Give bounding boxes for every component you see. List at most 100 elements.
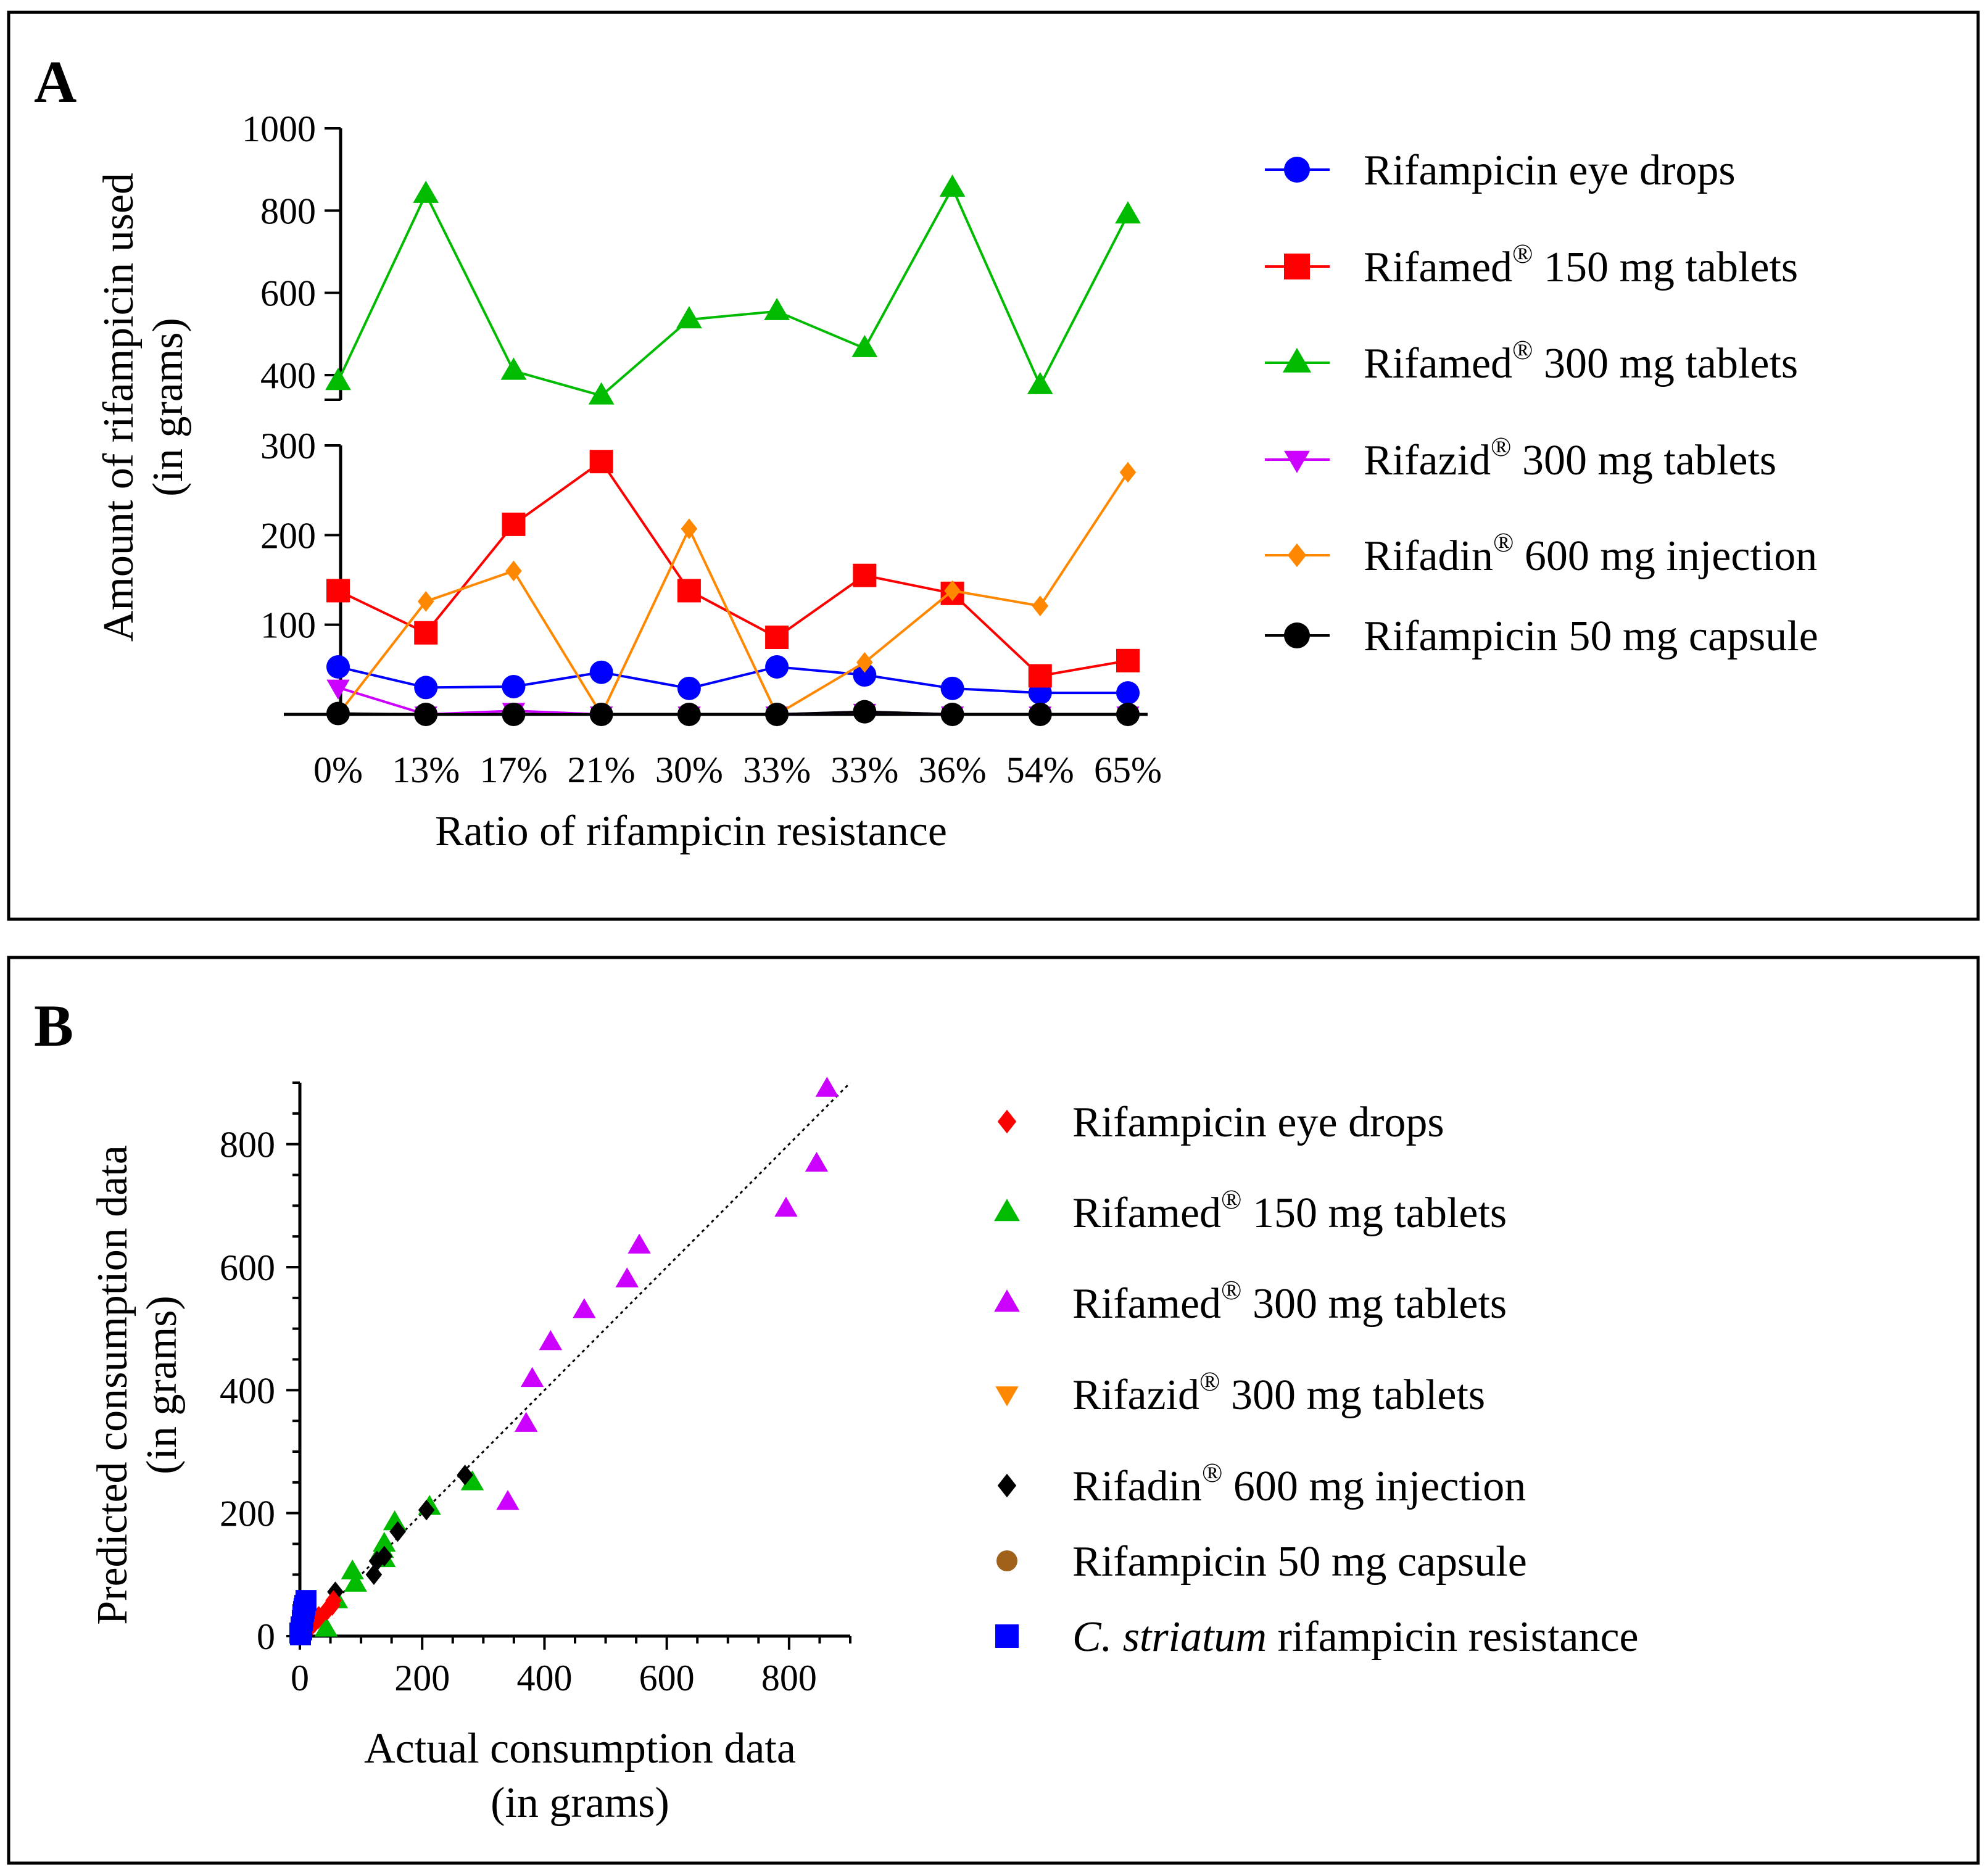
series-line — [338, 460, 1129, 677]
scatter-point — [515, 1412, 538, 1432]
x-tick-label: 800 — [761, 1658, 817, 1698]
data-point — [589, 703, 613, 726]
legend-marker — [1284, 254, 1310, 279]
x-tick-label: 200 — [394, 1658, 450, 1698]
scatter-point — [805, 1152, 829, 1172]
legend-item: Rifampicin 50 mg capsule — [1265, 613, 1818, 660]
data-point — [676, 306, 702, 329]
y-tick-label: 300 — [260, 426, 316, 466]
legend-marker — [1284, 157, 1310, 183]
legend-label: Rifazid® 300 mg tablets — [1072, 1367, 1485, 1419]
y-tick-label: 100 — [260, 605, 316, 646]
data-point — [413, 180, 439, 203]
x-tick-label: 30% — [655, 750, 723, 790]
data-point — [853, 700, 877, 724]
legend-label-suffix: 300 mg tablets — [1241, 1280, 1507, 1328]
data-point — [1032, 595, 1049, 616]
panel-b-letter: B — [34, 993, 73, 1059]
panel-b-y-ticks: 0 200 400 600 800 — [220, 1081, 300, 1657]
legend-item: Rifamed® 150 mg tablets — [994, 1185, 1507, 1237]
data-point — [677, 579, 701, 603]
panel-a-x-ticks: 0% 13% 17% 21% 30% 33% 33% 36% 54% 65% — [313, 750, 1162, 790]
legend-label: C. striatum rifampicin resistance — [1072, 1613, 1639, 1661]
data-point — [1116, 648, 1140, 672]
data-point — [1116, 703, 1140, 726]
legend-item: Rifamed® 300 mg tablets — [994, 1275, 1507, 1328]
scatter-point — [539, 1330, 563, 1350]
registered-mark: ® — [1512, 239, 1533, 269]
legend-label: Rifamed® 300 mg tablets — [1072, 1275, 1507, 1328]
y-tick-label: 600 — [220, 1247, 275, 1288]
legend-label-name: Rifampicin eye drops — [1072, 1099, 1444, 1146]
panel-a-y-ticks: 100 200 300 400 600 800 1000 — [242, 109, 341, 646]
legend-item: Rifadin® 600 mg injection — [997, 1458, 1526, 1510]
legend-marker — [1284, 450, 1310, 473]
registered-mark: ® — [1512, 335, 1533, 365]
data-point — [1116, 681, 1140, 705]
legend-label-italic: C. striatum — [1072, 1613, 1267, 1661]
panel-b-y-title-line2: (in grams) — [138, 1296, 186, 1474]
series-line — [338, 665, 1128, 695]
series-2 — [325, 174, 1141, 405]
legend-label: Rifampicin eye drops — [1364, 147, 1736, 194]
series-0 — [326, 655, 1140, 705]
scatter-point — [520, 1367, 544, 1387]
legend-marker — [1284, 622, 1310, 648]
registered-mark: ® — [1202, 1458, 1222, 1488]
scatter-point — [341, 1559, 364, 1580]
data-point — [1027, 371, 1053, 394]
legend-marker — [1282, 347, 1312, 373]
data-point — [326, 679, 350, 700]
series-4 — [329, 461, 1137, 725]
scatter-series-6 — [289, 1590, 317, 1646]
panel-a-y-title-line2: (in grams) — [144, 318, 192, 497]
legend-label-suffix: 600 mg injection — [1222, 1463, 1526, 1510]
data-point — [326, 655, 350, 679]
series-line — [337, 471, 1129, 717]
registered-mark: ® — [1199, 1367, 1220, 1397]
series-line — [337, 185, 1129, 397]
legend-marker — [997, 1109, 1017, 1134]
data-point — [414, 676, 438, 700]
data-point — [1119, 461, 1137, 483]
y-tick-label: 400 — [220, 1370, 275, 1411]
data-point — [588, 382, 615, 405]
x-tick-label: 600 — [639, 1658, 695, 1698]
x-tick-label: 13% — [392, 750, 460, 790]
data-point — [940, 676, 964, 700]
legend-label-suffix: 300 mg tablets — [1220, 1371, 1485, 1419]
data-point — [765, 703, 789, 726]
panel-a-x-title: Ratio of rifampicin resistance — [435, 808, 947, 855]
y-tick-label: 800 — [220, 1125, 275, 1165]
data-point — [765, 655, 789, 679]
data-point — [764, 297, 790, 320]
x-tick-label: 400 — [516, 1658, 572, 1698]
panel-b-x-ticks: 0 200 400 600 800 — [291, 1636, 851, 1698]
data-point — [939, 174, 966, 197]
legend-item: Rifampicin 50 mg capsule — [996, 1538, 1527, 1586]
scatter-point — [376, 1545, 393, 1567]
legend-item: Rifazid® 300 mg tablets — [995, 1367, 1485, 1419]
legend-label-name: Rifampicin 50 mg capsule — [1364, 613, 1818, 660]
data-point — [853, 663, 877, 687]
data-point — [326, 701, 350, 726]
legend-label-suffix: 600 mg injection — [1514, 532, 1817, 580]
legend-label: Rifampicin 50 mg capsule — [1072, 1538, 1527, 1586]
y-tick-label: 200 — [220, 1494, 275, 1534]
legend-label-suffix: 300 mg tablets — [1533, 340, 1798, 387]
y-tick-label: 1000 — [242, 109, 316, 149]
scatter-point — [314, 1616, 338, 1637]
data-point — [502, 512, 526, 536]
scatter-point — [325, 1590, 342, 1611]
scatter-point — [293, 1598, 315, 1619]
panel-a-frame — [7, 10, 1980, 921]
legend-marker — [995, 1624, 1019, 1648]
identity-line — [299, 1081, 851, 1637]
data-point — [500, 357, 527, 380]
legend-label-name: Rifamed — [1072, 1280, 1221, 1328]
legend-label: Rifamed® 300 mg tablets — [1364, 335, 1798, 387]
data-point — [1028, 664, 1052, 688]
series-5 — [326, 700, 1140, 726]
legend-marker — [994, 1289, 1020, 1312]
legend-label: Rifamed® 150 mg tablets — [1364, 239, 1798, 291]
